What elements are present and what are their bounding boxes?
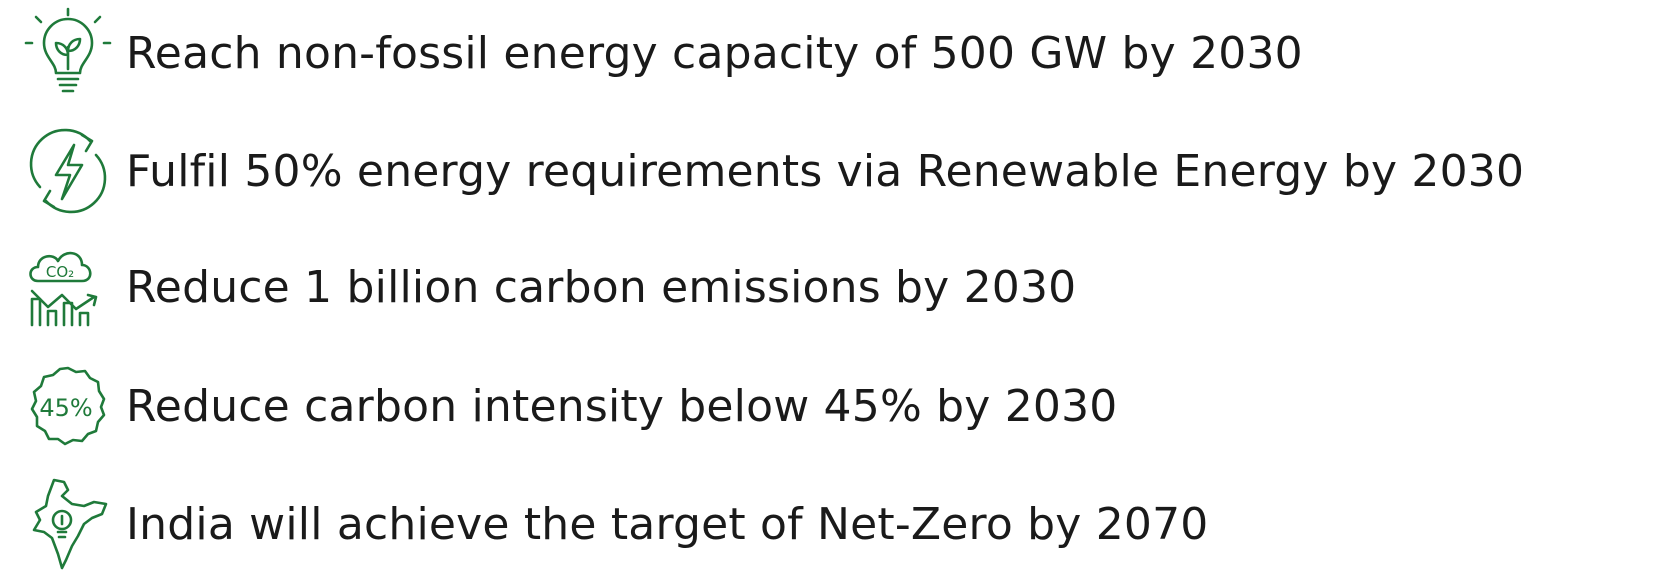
goal-row: Reach non-fossil energy capacity of 500 …: [18, 3, 1303, 103]
goal-row: 45% Reduce carbon intensity below 45% by…: [18, 356, 1117, 456]
goal-row: CO₂ Reduce 1 billion carbon emissions by…: [18, 237, 1076, 337]
india-icon: [32, 478, 108, 570]
icon-text: 45%: [39, 394, 92, 422]
goal-row: India will achieve the target of Net-Zer…: [18, 474, 1209, 574]
goal-text: Reduce 1 billion carbon emissions by 203…: [126, 261, 1077, 313]
goal-text: Reach non-fossil energy capacity of 500 …: [126, 27, 1303, 79]
goal-text: India will achieve the target of Net-Zer…: [126, 498, 1209, 550]
co2-icon: CO₂: [29, 251, 98, 327]
icon-text: CO₂: [46, 263, 74, 281]
bulb-icon: [24, 7, 112, 93]
goal-text: Reduce carbon intensity below 45% by 203…: [126, 380, 1118, 432]
goal-row: Fulfil 50% energy requirements via Renew…: [18, 121, 1524, 221]
energy-icon: [29, 128, 107, 214]
percent-icon: 45%: [30, 366, 106, 446]
goal-text: Fulfil 50% energy requirements via Renew…: [126, 145, 1525, 197]
